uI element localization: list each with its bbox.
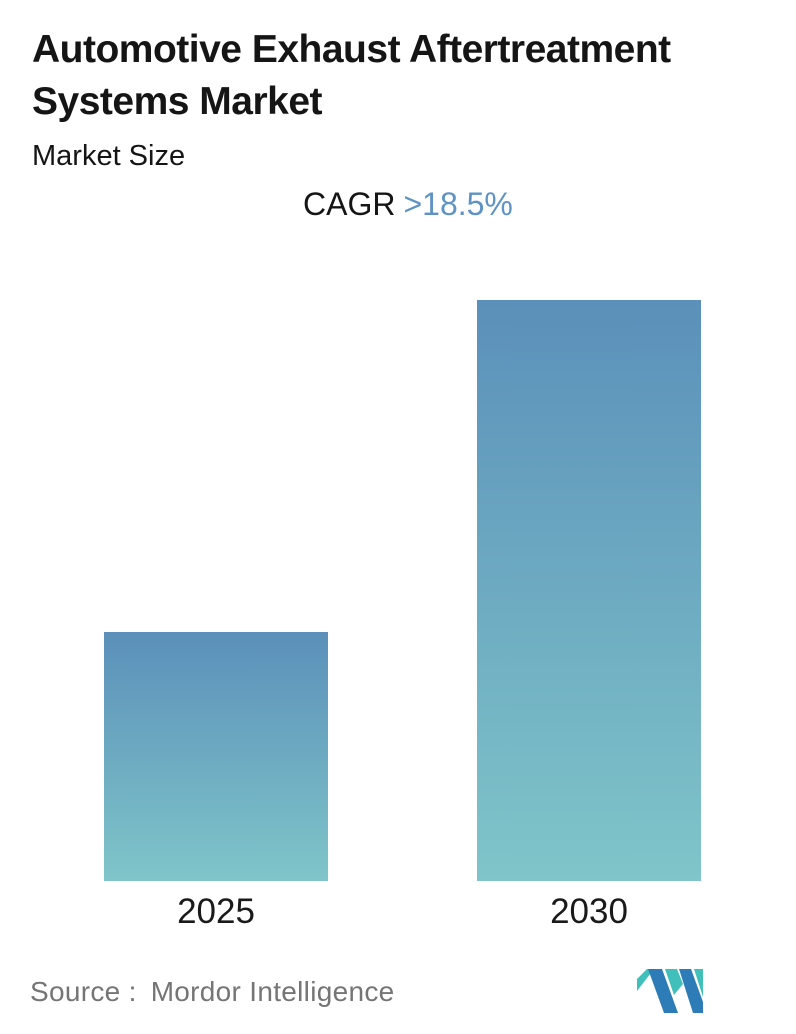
cagr-annotation: CAGR >18.5% [303, 186, 513, 223]
logo-shape-blue-diagonal-1 [648, 969, 678, 1013]
source-label: Source : [30, 976, 137, 1007]
bar-2030 [477, 300, 701, 881]
logo-shape-teal-right [694, 969, 703, 997]
x-axis-label-2030: 2030 [550, 892, 628, 931]
mordor-intelligence-logo [637, 969, 703, 1013]
logo-shape-blue-diagonal-2 [679, 969, 703, 1013]
cagr-value: >18.5% [403, 186, 513, 222]
bar-2025 [104, 632, 328, 881]
chart-title: Automotive Exhaust Aftertreatment System… [32, 28, 671, 123]
source-value: Mordor Intelligence [150, 976, 395, 1007]
logo-shape-teal-middle [665, 969, 683, 995]
cagr-label: CAGR [303, 186, 396, 222]
x-axis-label-2025: 2025 [177, 892, 255, 931]
logo-shape-teal-left [637, 969, 654, 991]
source-attribution: Source : Mordor Intelligence [30, 976, 395, 1008]
chart-subtitle: Market Size [32, 140, 186, 172]
